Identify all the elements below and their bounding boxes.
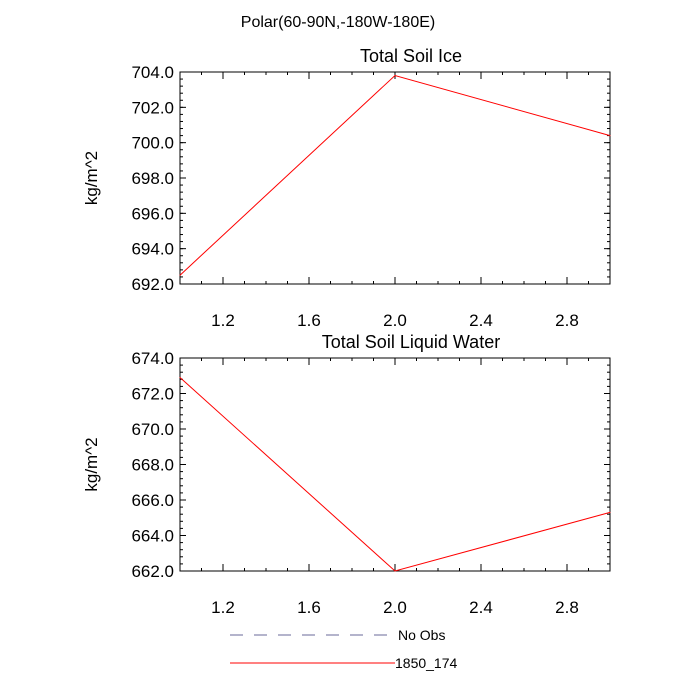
x-tick-label: 2.4 bbox=[469, 311, 493, 330]
y-tick-label: 670.0 bbox=[131, 420, 174, 439]
y-axis-label: kg/m^2 bbox=[82, 151, 101, 205]
legend-label-no-obs: No Obs bbox=[398, 627, 445, 643]
x-tick-label: 2.0 bbox=[383, 311, 407, 330]
series-point bbox=[179, 274, 181, 276]
series-point bbox=[394, 570, 396, 572]
plot-frame bbox=[179, 357, 611, 572]
x-tick-label: 1.6 bbox=[297, 598, 321, 617]
figure-title: Polar(60-90N,-180W-180E) bbox=[241, 14, 435, 31]
x-tick-label: 1.6 bbox=[297, 311, 321, 330]
y-tick-label: 666.0 bbox=[131, 491, 174, 510]
y-tick-label: 702.0 bbox=[131, 98, 174, 117]
y-tick-label: 696.0 bbox=[131, 204, 174, 223]
y-tick-label: 704.0 bbox=[131, 63, 174, 82]
chart-title: Total Soil Liquid Water bbox=[322, 332, 500, 352]
series-point bbox=[609, 511, 611, 513]
chart-title: Total Soil Ice bbox=[360, 46, 462, 66]
x-tick-label: 1.2 bbox=[211, 598, 235, 617]
y-tick-label: 662.0 bbox=[131, 562, 174, 581]
x-tick-label: 2.8 bbox=[555, 598, 579, 617]
plot-frame bbox=[179, 71, 611, 285]
y-tick-label: 694.0 bbox=[131, 240, 174, 259]
y-tick-label: 698.0 bbox=[131, 169, 174, 188]
series-point bbox=[609, 135, 611, 137]
axis-ticks bbox=[179, 71, 611, 285]
x-tick-label: 2.4 bbox=[469, 598, 493, 617]
legend: No Obs 1850_174 bbox=[230, 627, 458, 671]
x-tick-label: 1.2 bbox=[211, 311, 235, 330]
y-tick-label: 672.0 bbox=[131, 385, 174, 404]
series-point bbox=[394, 75, 396, 77]
y-tick-label: 668.0 bbox=[131, 456, 174, 475]
x-tick-label: 2.0 bbox=[383, 598, 407, 617]
axis-ticks bbox=[179, 357, 611, 572]
x-tick-label: 2.8 bbox=[555, 311, 579, 330]
y-tick-label: 692.0 bbox=[131, 275, 174, 294]
panel-total-soil-ice: Total Soil Ice kg/m^2 692.0 694.0 696.0 698.0… bbox=[82, 46, 611, 330]
panel-total-soil-liquid-water: Total Soil Liquid Water kg/m^2 662.0 664.0 6… bbox=[82, 332, 611, 617]
y-axis-label: kg/m^2 bbox=[82, 437, 101, 491]
series-line bbox=[179, 377, 611, 572]
y-tick-label: 700.0 bbox=[131, 134, 174, 153]
y-tick-label: 674.0 bbox=[131, 349, 174, 368]
series-line bbox=[179, 74, 611, 276]
y-tick-label: 664.0 bbox=[131, 527, 174, 546]
legend-label-1850-174: 1850_174 bbox=[395, 655, 458, 671]
series-point bbox=[179, 377, 181, 379]
